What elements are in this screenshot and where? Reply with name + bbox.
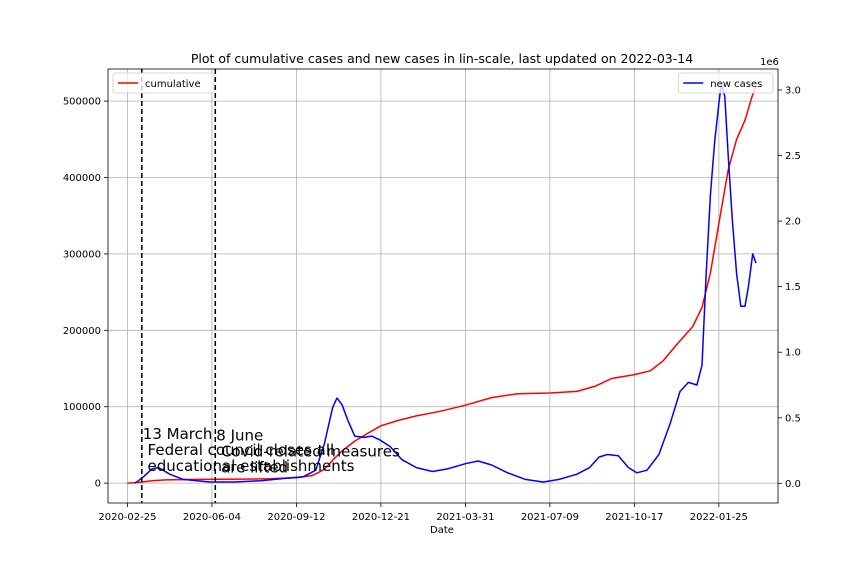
left-y-tick-label: 400000 (63, 173, 101, 184)
annotation-text-line: Federal council closes all (143, 441, 334, 459)
x-tick-label: 2020-02-25 (98, 512, 156, 523)
x-axis-label: Date (430, 525, 454, 536)
annotation-text-line: are lifted (216, 458, 288, 476)
left-y-tick-label: 100000 (63, 402, 101, 413)
annotation-text-line: Covid-related measures (216, 442, 400, 460)
x-tick-label: 2020-09-12 (267, 512, 325, 523)
axes: 2020-02-25 2020-06-04 2020-09-12 2020-12-21… (63, 68, 801, 523)
legend-box (677, 72, 774, 94)
x-tick-label: 2020-12-21 (352, 512, 410, 523)
left-y-tick-label: 500000 (63, 97, 101, 108)
x-tick-label: 2021-03-31 (436, 512, 494, 523)
chart-title: Plot of cumulative cases and new cases i… (191, 51, 693, 66)
plot-area (127, 82, 757, 484)
legend-new-cases: new cases (677, 72, 774, 94)
annotations: 13 March Federal council closes all educ… (141, 69, 400, 503)
annotation-text-line: 8 June (216, 426, 263, 444)
x-tick-label: 2021-10-17 (605, 512, 663, 523)
grid-lines (108, 69, 778, 503)
right-y-tick-label: 0.5 (785, 413, 801, 424)
legend-cumulative: cumulative (112, 72, 215, 94)
x-tick-label: 2020-06-04 (183, 512, 241, 523)
legend-label: new cases (710, 79, 762, 90)
right-y-tick-label: 2.5 (785, 151, 801, 162)
x-tick-label: 2022-01-25 (690, 512, 748, 523)
legend-box (112, 72, 215, 94)
right-y-tick-label: 3.0 (785, 85, 801, 96)
plot-frame (107, 68, 779, 504)
annotation-text-line: 13 March (143, 425, 213, 443)
right-y-tick-label: 1.0 (785, 348, 801, 359)
annotation-text-line: educational establishments (143, 457, 355, 475)
cumulative-series-line (127, 85, 757, 484)
new-cases-series-line (134, 82, 757, 484)
right-axis-offset-label: 1e6 (760, 57, 779, 68)
left-y-tick-label: 300000 (63, 249, 101, 260)
x-tick-label: 2021-07-09 (521, 512, 579, 523)
left-y-tick-label: 200000 (63, 326, 101, 337)
left-y-tick-label: 0 (95, 479, 101, 490)
right-y-tick-label: 2.0 (785, 217, 801, 228)
legend-label: cumulative (145, 79, 201, 90)
right-y-tick-label: 0.0 (785, 479, 801, 490)
right-y-tick-label: 1.5 (785, 282, 801, 293)
